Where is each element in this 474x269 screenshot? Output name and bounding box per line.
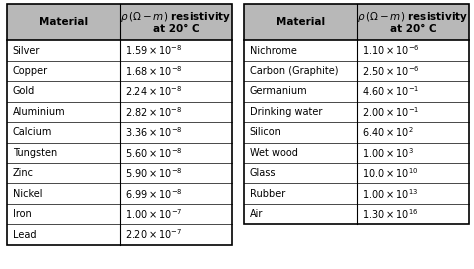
Text: Zinc: Zinc <box>13 168 34 178</box>
Bar <box>7 163 232 183</box>
Text: Nichrome: Nichrome <box>250 45 297 56</box>
Text: Nickel: Nickel <box>13 189 42 199</box>
Bar <box>244 204 469 224</box>
Text: Calcium: Calcium <box>13 127 52 137</box>
Text: $1.10 \times 10^{-6}$: $1.10 \times 10^{-6}$ <box>362 44 420 58</box>
Text: $1.59 \times 10^{-8}$: $1.59 \times 10^{-8}$ <box>125 44 182 58</box>
Text: $2.82 \times 10^{-8}$: $2.82 \times 10^{-8}$ <box>125 105 183 119</box>
Text: $1.30 \times 10^{16}$: $1.30 \times 10^{16}$ <box>362 207 419 221</box>
Text: Gold: Gold <box>13 86 35 97</box>
Text: $1.00 \times 10^{3}$: $1.00 \times 10^{3}$ <box>362 146 414 160</box>
Text: Air: Air <box>250 209 263 219</box>
Bar <box>7 61 232 81</box>
Bar <box>7 40 232 61</box>
Text: $10.0 \times 10^{10}$: $10.0 \times 10^{10}$ <box>362 166 419 180</box>
Text: $2.00 \times 10^{-1}$: $2.00 \times 10^{-1}$ <box>362 105 420 119</box>
Bar <box>7 4 232 245</box>
Bar <box>244 143 469 163</box>
Bar <box>244 61 469 81</box>
Bar <box>244 4 469 40</box>
Text: $1.00 \times 10^{-7}$: $1.00 \times 10^{-7}$ <box>125 207 183 221</box>
Text: $3.36 \times 10^{-8}$: $3.36 \times 10^{-8}$ <box>125 125 183 139</box>
Bar <box>244 40 469 61</box>
Text: Silver: Silver <box>13 45 40 56</box>
Bar <box>244 4 469 224</box>
Bar <box>7 224 232 245</box>
Text: Tungsten: Tungsten <box>13 148 57 158</box>
Text: $6.99 \times 10^{-8}$: $6.99 \times 10^{-8}$ <box>125 187 183 201</box>
Text: $2.24 \times 10^{-8}$: $2.24 \times 10^{-8}$ <box>125 84 182 98</box>
Text: at 20° C: at 20° C <box>390 24 436 34</box>
Text: Wet wood: Wet wood <box>250 148 298 158</box>
Text: Aluminium: Aluminium <box>13 107 65 117</box>
Bar <box>244 81 469 102</box>
Text: $4.60 \times 10^{-1}$: $4.60 \times 10^{-1}$ <box>362 84 420 98</box>
Text: Material: Material <box>39 17 88 27</box>
Bar <box>7 204 232 224</box>
Text: $2.50 \times 10^{-6}$: $2.50 \times 10^{-6}$ <box>362 64 420 78</box>
Text: $5.60 \times 10^{-8}$: $5.60 \times 10^{-8}$ <box>125 146 183 160</box>
Bar <box>7 102 232 122</box>
Text: Copper: Copper <box>13 66 48 76</box>
Text: Material: Material <box>276 17 325 27</box>
Text: at 20° C: at 20° C <box>153 24 199 34</box>
Bar <box>244 102 469 122</box>
Text: Germanium: Germanium <box>250 86 308 97</box>
Text: $6.40 \times 10^{2}$: $6.40 \times 10^{2}$ <box>362 125 414 139</box>
Bar <box>7 4 232 40</box>
Text: $\rho\,(\Omega - m)$ resistivity: $\rho\,(\Omega - m)$ resistivity <box>357 10 468 24</box>
Bar <box>7 143 232 163</box>
Text: Glass: Glass <box>250 168 276 178</box>
Text: Silicon: Silicon <box>250 127 282 137</box>
Text: Iron: Iron <box>13 209 32 219</box>
Text: $1.68 \times 10^{-8}$: $1.68 \times 10^{-8}$ <box>125 64 183 78</box>
Text: $\rho\,(\Omega - m)$ resistivity: $\rho\,(\Omega - m)$ resistivity <box>120 10 231 24</box>
Text: $1.00 \times 10^{13}$: $1.00 \times 10^{13}$ <box>362 187 419 201</box>
Bar <box>7 122 232 143</box>
Text: $2.20 \times 10^{-7}$: $2.20 \times 10^{-7}$ <box>125 228 182 242</box>
Text: $5.90 \times 10^{-8}$: $5.90 \times 10^{-8}$ <box>125 166 183 180</box>
Text: Carbon (Graphite): Carbon (Graphite) <box>250 66 338 76</box>
Bar <box>244 122 469 143</box>
Bar <box>7 183 232 204</box>
Text: Rubber: Rubber <box>250 189 285 199</box>
Bar <box>244 183 469 204</box>
Text: Drinking water: Drinking water <box>250 107 322 117</box>
Text: Lead: Lead <box>13 229 36 240</box>
Bar <box>7 81 232 102</box>
Bar <box>244 163 469 183</box>
